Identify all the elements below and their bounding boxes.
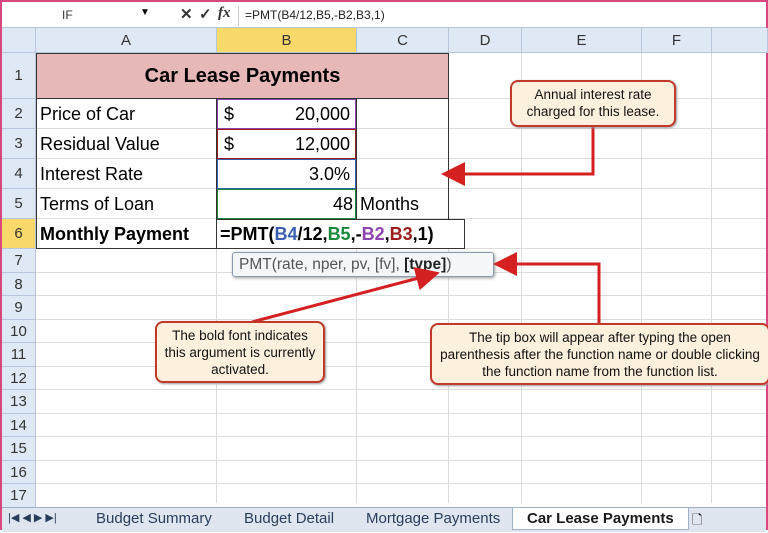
formula-part: B5 xyxy=(327,223,351,244)
row-header-10[interactable]: 10 xyxy=(2,320,36,343)
column-header-g[interactable] xyxy=(712,28,768,53)
gridline xyxy=(36,366,766,367)
gridline xyxy=(36,188,766,189)
select-all-button[interactable] xyxy=(2,28,36,53)
column-header-e[interactable]: E xyxy=(522,28,642,53)
tooltip-text: PMT(rate, nper, pv, [fv], xyxy=(239,256,405,273)
sheet-tabs-bar: |◀ ◀ ▶ ▶| Budget Summary Budget Detail M… xyxy=(2,507,766,532)
row-header-16[interactable]: 16 xyxy=(2,461,36,484)
column-header-b[interactable]: B xyxy=(217,28,357,53)
gridline xyxy=(641,53,642,503)
label-interest-rate[interactable]: Interest Rate xyxy=(40,163,144,184)
gridline xyxy=(36,295,766,296)
column-header-a[interactable]: A xyxy=(36,28,217,53)
cell-terms[interactable]: 48 xyxy=(332,193,353,214)
row-header-8[interactable]: 8 xyxy=(2,273,36,296)
formula-part: B3 xyxy=(389,223,413,244)
formula-part: B2 xyxy=(361,223,385,244)
callout-interest-rate: Annual interest rate charged for this le… xyxy=(510,80,676,127)
cancel-icon[interactable]: ✕ xyxy=(180,6,193,23)
gridline xyxy=(356,53,357,503)
tab-budget-summary[interactable]: Budget Summary xyxy=(96,510,212,527)
row-header-11[interactable]: 11 xyxy=(2,343,36,367)
gridline xyxy=(521,53,522,503)
divider xyxy=(356,99,357,219)
label-monthly-payment[interactable]: Monthly Payment xyxy=(40,223,190,244)
gridline xyxy=(36,319,766,320)
formula-part: =PMT( xyxy=(220,223,275,244)
row-header-7[interactable]: 7 xyxy=(2,249,36,273)
gridline xyxy=(36,483,766,484)
row-header-9[interactable]: 9 xyxy=(2,296,36,320)
gridline xyxy=(36,413,766,414)
function-tooltip[interactable]: PMT(rate, nper, pv, [fv], [type]) xyxy=(232,252,494,277)
gridline xyxy=(711,53,712,503)
cell-price[interactable]: 20,000 xyxy=(294,103,350,124)
formula-bar: IF ▼ ✕ ✓ fx =PMT(B4/12,B5,-B2,B3,1) xyxy=(2,2,766,28)
column-header-f[interactable]: F xyxy=(642,28,712,53)
gridline xyxy=(448,53,449,503)
enter-icon[interactable]: ✓ xyxy=(199,6,212,23)
callout-tip-box: The tip box will appear after typing the… xyxy=(430,323,768,385)
range-highlight-b5 xyxy=(217,189,356,219)
row-header-12[interactable]: 12 xyxy=(2,367,36,390)
arrow-tip xyxy=(493,252,601,324)
formula-part: , xyxy=(384,223,390,244)
label-residual-value[interactable]: Residual Value xyxy=(40,133,160,154)
range-highlight-b4 xyxy=(217,159,356,189)
callout-bold-font: The bold font indicates this argument is… xyxy=(155,321,325,383)
chevron-down-icon[interactable]: ▼ xyxy=(140,7,150,18)
tooltip-text: ) xyxy=(446,256,452,273)
gridline xyxy=(36,218,766,219)
insert-function-icon[interactable]: fx xyxy=(218,5,231,21)
formula-input[interactable]: =PMT(B4/12,B5,-B2,B3,1) xyxy=(238,6,385,26)
gridline xyxy=(36,342,766,343)
insert-sheet-icon[interactable]: 🗋 xyxy=(692,512,703,527)
tab-budget-detail[interactable]: Budget Detail xyxy=(244,510,335,527)
active-cell-formula[interactable]: =PMT(B4/12, B5 ,- B2, B3,1) xyxy=(216,219,465,249)
arrow-interest xyxy=(441,127,595,186)
row-header-3[interactable]: 3 xyxy=(2,129,36,159)
range-highlight-b2 xyxy=(217,99,356,129)
tab-mortgage-payments[interactable]: Mortgage Payments xyxy=(366,510,501,527)
row-header-13[interactable]: 13 xyxy=(2,390,36,414)
row-header-4[interactable]: 4 xyxy=(2,159,36,189)
column-header-c[interactable]: C xyxy=(357,28,449,53)
gridline xyxy=(216,53,217,503)
label-price-of-car[interactable]: Price of Car xyxy=(40,103,136,124)
range-highlight-b3 xyxy=(217,129,356,159)
row-header-6[interactable]: 6 xyxy=(2,219,36,249)
formula-part: ,1) xyxy=(412,223,434,244)
row-header-15[interactable]: 15 xyxy=(2,437,36,461)
currency-symbol: $ xyxy=(224,133,235,154)
row-header-2[interactable]: 2 xyxy=(2,99,36,129)
formula-part: /12, xyxy=(297,223,328,244)
cell-residual[interactable]: 12,000 xyxy=(294,133,350,154)
gridline xyxy=(36,436,766,437)
tab-car-lease-payments[interactable]: Car Lease Payments xyxy=(512,508,689,530)
gridline xyxy=(36,128,766,129)
formula-part: B4 xyxy=(274,223,298,244)
gridline xyxy=(36,389,766,390)
cell-months[interactable]: Months xyxy=(360,193,420,214)
tab-scroll-buttons[interactable]: |◀ ◀ ▶ ▶| xyxy=(8,512,57,524)
name-box[interactable]: IF xyxy=(62,8,73,22)
arrow-bold xyxy=(251,266,440,324)
row-header-5[interactable]: 5 xyxy=(2,189,36,219)
formula-part: ,- xyxy=(350,223,362,244)
row-header-14[interactable]: 14 xyxy=(2,414,36,437)
cell-rate[interactable]: 3.0% xyxy=(308,163,350,184)
divider xyxy=(216,99,217,249)
sheet-title-cell[interactable]: Car Lease Payments xyxy=(36,53,449,99)
gridline xyxy=(36,460,766,461)
row-header-1[interactable]: 1 xyxy=(2,53,36,99)
gridline xyxy=(36,158,766,159)
column-header-d[interactable]: D xyxy=(449,28,522,53)
label-terms-of-loan[interactable]: Terms of Loan xyxy=(40,193,155,214)
currency-symbol: $ xyxy=(224,103,235,124)
